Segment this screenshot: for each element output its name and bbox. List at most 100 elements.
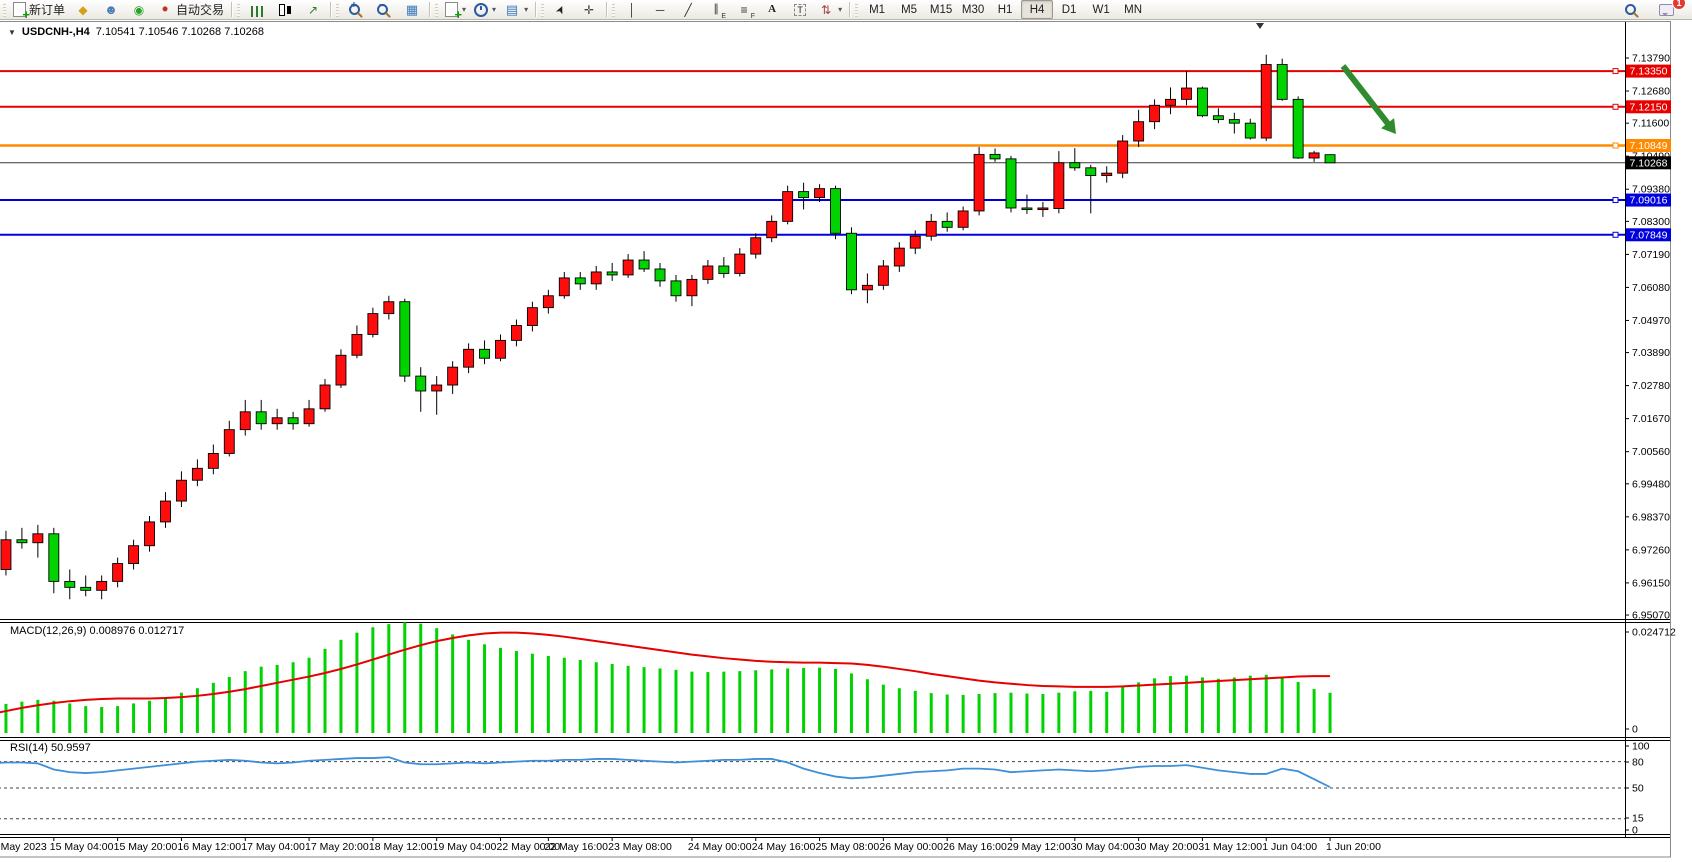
timeframe-h4-button[interactable]: H4 — [1021, 0, 1054, 19]
arrows-button[interactable]: ⇅ ▾ — [814, 0, 846, 20]
new-chart-button[interactable]: ▾ — [441, 0, 470, 22]
crosshair-button[interactable]: ✛ — [575, 0, 603, 20]
macd-bar — [1073, 691, 1077, 733]
candle-body — [1212, 115, 1224, 121]
price-tick-label: 7.09380 — [1632, 184, 1670, 196]
time-tick-label: 26 May 00:00 — [879, 841, 943, 853]
candle-body — [750, 237, 762, 255]
macd-bar — [498, 647, 502, 733]
hline-handle-7.10849[interactable] — [1612, 142, 1619, 149]
candlestick-chart-icon — [279, 4, 291, 16]
candle-body — [590, 271, 602, 285]
macd-bar — [1216, 678, 1220, 733]
community-button[interactable]: ☻ — [97, 0, 125, 20]
hline-handle-7.09016[interactable] — [1612, 197, 1619, 204]
macd-bar — [116, 706, 120, 733]
zoom-out-button-icon: − — [377, 0, 389, 15]
macd-bar — [834, 668, 838, 733]
candle-body — [415, 375, 427, 392]
candle-body — [766, 220, 778, 239]
candle-body — [638, 259, 650, 270]
hline-handle-7.13350[interactable] — [1612, 68, 1619, 75]
macd-axis-max-label: 0.024712 — [1632, 627, 1676, 639]
macd-bar — [100, 707, 104, 733]
toolbar-separator — [231, 2, 234, 17]
candlestick-chart-button[interactable] — [271, 0, 299, 20]
macd-bar — [84, 706, 88, 733]
bar-chart-button[interactable] — [243, 0, 271, 20]
zoom-in-button[interactable]: + — [342, 0, 370, 20]
autotrade-button[interactable]: ● 自动交易 — [153, 0, 228, 20]
macd-bar — [1041, 694, 1045, 733]
candle-body — [399, 301, 411, 377]
macd-bar — [20, 701, 24, 733]
price-badge — [1626, 193, 1671, 207]
vertical-line-button[interactable]: │ — [618, 0, 646, 20]
alerts-button[interactable]: ◆ — [69, 0, 97, 20]
price-tick-label: 7.07190 — [1632, 249, 1670, 261]
candle-body — [207, 453, 219, 469]
arrow-annotation-head[interactable] — [1381, 118, 1396, 134]
macd-bar — [1137, 682, 1141, 733]
timeframe-m1-button[interactable]: M1 — [869, 3, 886, 16]
macd-bar — [1312, 689, 1316, 733]
candle-body — [941, 220, 953, 228]
horizontal-line-button[interactable]: ─ — [646, 0, 674, 20]
notifications-button[interactable]: 1 — [1652, 0, 1686, 20]
notification-count-badge: 1 — [1672, 0, 1686, 10]
time-tick-label: 29 May 12:00 — [1007, 841, 1071, 853]
hline-handle-7.07849[interactable] — [1612, 231, 1619, 238]
time-tick-label: 31 May 12:00 — [1198, 841, 1262, 853]
new-order-button[interactable]: 新订单 — [9, 0, 69, 22]
timeframe-h1-button[interactable]: H1 — [997, 3, 1013, 16]
hline-handle-7.12150[interactable] — [1612, 103, 1619, 110]
label-button[interactable]: T — [786, 0, 814, 20]
fibonacci-button[interactable]: ≡ — [730, 0, 758, 20]
rsi-axis-label: 0 — [1632, 825, 1638, 837]
candle-body — [1308, 152, 1320, 159]
zoom-out-button[interactable]: − — [370, 0, 398, 20]
candle-body — [1260, 64, 1272, 139]
candle-body — [1117, 140, 1129, 174]
channel-button[interactable]: ∥ — [702, 0, 730, 20]
macd-bar — [865, 679, 869, 733]
time-tick-label: 22 May 16:00 — [544, 841, 608, 853]
collapse-chart-icon[interactable]: ▼ — [8, 27, 16, 37]
candle-body — [1276, 64, 1288, 100]
macd-bar — [945, 694, 949, 733]
price-tick-label: 7.01670 — [1632, 413, 1670, 425]
tile-windows-button[interactable]: ▦ — [398, 0, 426, 20]
toolbar-grip — [336, 2, 340, 17]
macd-bar — [4, 703, 8, 733]
rsi-name: RSI(14) — [10, 742, 48, 754]
chart-window[interactable]: 7.137907.126807.116007.104907.093807.083… — [0, 20, 1692, 862]
macd-bar — [387, 624, 391, 733]
search-button[interactable] — [1618, 0, 1646, 20]
line-chart-button[interactable]: ↗ — [299, 0, 327, 20]
timeframe-w1-button[interactable]: W1 — [1092, 3, 1110, 16]
chevron-down-icon: ▾ — [462, 5, 467, 14]
time-tick-label: 12 May 2023 — [0, 841, 47, 853]
cursor-button[interactable]: ➤ — [547, 0, 575, 20]
price-badge-label: 7.10268 — [1630, 157, 1668, 169]
candle-body — [798, 191, 810, 199]
templates-button[interactable]: ▤ ▾ — [500, 0, 532, 20]
trendline-button[interactable]: ╱ — [674, 0, 702, 20]
timeframe-m15-button[interactable]: M15 — [929, 3, 953, 16]
timeframe-d1-button[interactable]: D1 — [1061, 3, 1077, 16]
chart-canvas[interactable]: 7.137907.126807.116007.104907.093807.083… — [0, 20, 1692, 862]
text-button[interactable]: A — [758, 0, 786, 20]
toolbar-separator — [535, 2, 538, 17]
timeframe-m5-button[interactable]: M5 — [901, 3, 918, 16]
price-tick-label: 7.00560 — [1632, 446, 1670, 458]
timeframe-mn-button[interactable]: MN — [1124, 3, 1143, 16]
timeframe-m30-button[interactable]: M30 — [961, 3, 985, 16]
time-tick-label: 24 May 16:00 — [752, 841, 816, 853]
periods-button[interactable]: ▾ — [470, 0, 500, 20]
candle-body — [830, 188, 841, 234]
signals-button[interactable]: ◉ — [125, 0, 153, 20]
macd-bar — [786, 668, 790, 733]
line-chart-icon: ↗ — [308, 2, 319, 17]
arrow-annotation-shaft[interactable] — [1340, 64, 1393, 128]
macd-bar — [36, 699, 40, 733]
